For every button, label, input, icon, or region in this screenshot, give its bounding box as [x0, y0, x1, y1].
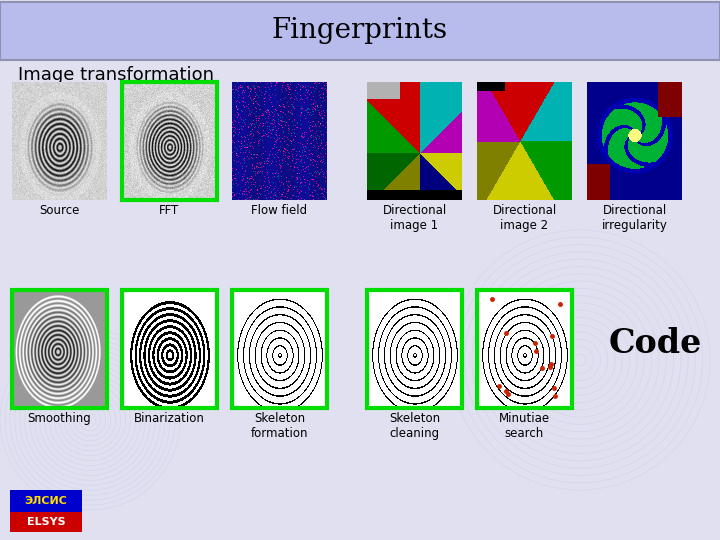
Text: Binarization: Binarization — [134, 412, 205, 425]
Bar — [122, 290, 217, 408]
Text: Flow field: Flow field — [251, 204, 307, 217]
Text: Minutiae
search: Minutiae search — [499, 412, 550, 440]
Text: Fingerprints: Fingerprints — [272, 17, 448, 44]
Bar — [122, 82, 217, 200]
Text: Image transformation: Image transformation — [18, 66, 214, 84]
Bar — [0, 2, 720, 60]
Text: ELSYS: ELSYS — [27, 517, 66, 527]
Bar — [10, 490, 82, 512]
Bar — [477, 290, 572, 408]
Text: Smoothing: Smoothing — [27, 412, 91, 425]
Bar — [367, 290, 462, 408]
Text: Directional
image 2: Directional image 2 — [492, 204, 557, 232]
Text: Source: Source — [40, 204, 80, 217]
Text: Skeleton
formation: Skeleton formation — [251, 412, 308, 440]
Text: Skeleton
cleaning: Skeleton cleaning — [389, 412, 440, 440]
Bar — [12, 290, 107, 408]
Text: Code: Code — [608, 327, 702, 360]
Text: Directional
irregularity: Directional irregularity — [602, 204, 667, 232]
Bar — [232, 290, 327, 408]
Bar — [10, 512, 82, 532]
Text: Directional
image 1: Directional image 1 — [382, 204, 446, 232]
Text: FFT: FFT — [159, 204, 179, 217]
Text: ЭЛСИС: ЭЛСИС — [24, 496, 68, 506]
